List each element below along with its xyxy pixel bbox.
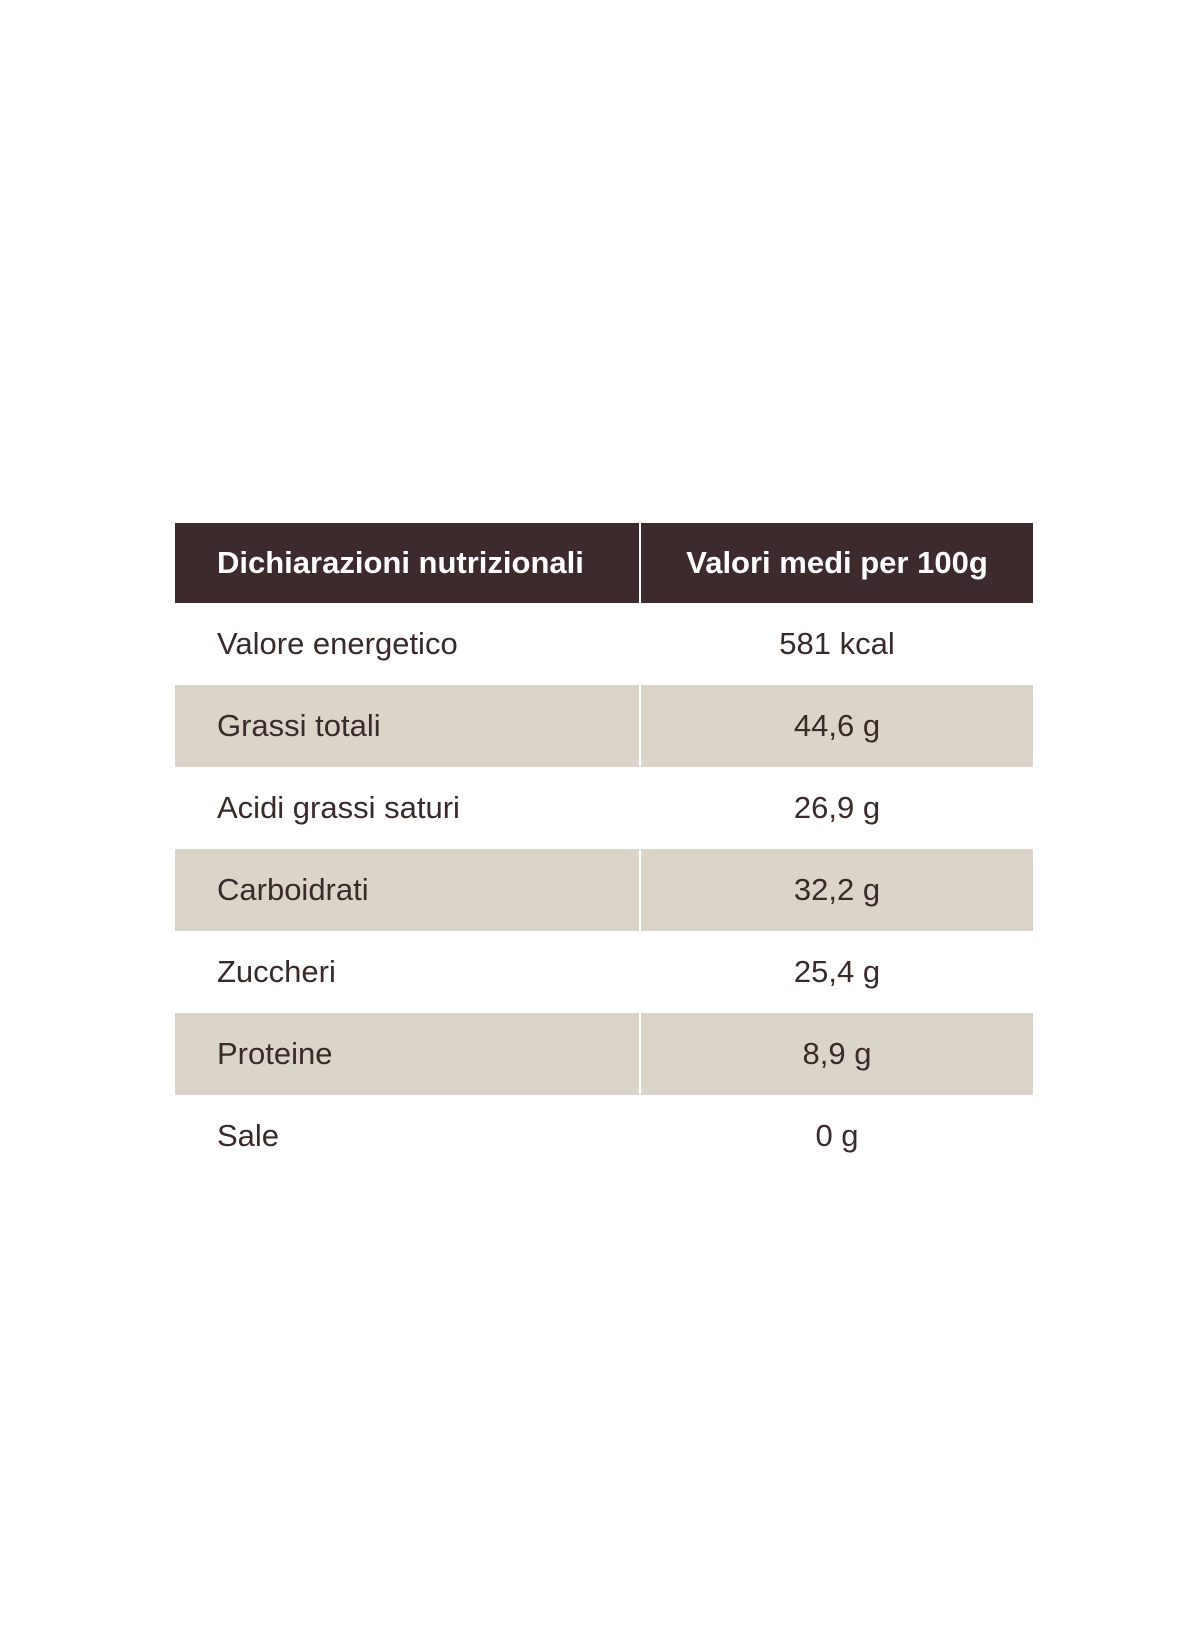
- row-value-protein: 8,9 g: [639, 1013, 1033, 1095]
- row-value-total-fat: 44,6 g: [639, 685, 1033, 767]
- row-value-energy: 581 kcal: [639, 603, 1033, 685]
- table-row: Proteine 8,9 g: [175, 1013, 1033, 1095]
- row-value-sugars: 25,4 g: [639, 931, 1033, 1013]
- table-body: Valore energetico 581 kcal Grassi totali…: [175, 603, 1033, 1177]
- row-label-sugars: Zuccheri: [175, 931, 640, 1013]
- row-value-salt: 0 g: [639, 1095, 1033, 1177]
- row-label-protein: Proteine: [175, 1013, 640, 1095]
- table-row: Sale 0 g: [175, 1095, 1033, 1177]
- row-label-energy: Valore energetico: [175, 603, 640, 685]
- header-average-values: Valori medi per 100g: [639, 523, 1033, 603]
- table-header: Dichiarazioni nutrizionali Valori medi p…: [175, 523, 1033, 603]
- table-row: Acidi grassi saturi 26,9 g: [175, 767, 1033, 849]
- header-row: Dichiarazioni nutrizionali Valori medi p…: [175, 523, 1033, 603]
- nutrition-table: Dichiarazioni nutrizionali Valori medi p…: [175, 523, 1033, 1177]
- row-label-total-fat: Grassi totali: [175, 685, 640, 767]
- table-row: Valore energetico 581 kcal: [175, 603, 1033, 685]
- table-row: Grassi totali 44,6 g: [175, 685, 1033, 767]
- header-nutrition-declarations: Dichiarazioni nutrizionali: [175, 523, 640, 603]
- row-value-saturated-fat: 26,9 g: [639, 767, 1033, 849]
- row-label-carbohydrates: Carboidrati: [175, 849, 640, 931]
- table-row: Zuccheri 25,4 g: [175, 931, 1033, 1013]
- row-label-saturated-fat: Acidi grassi saturi: [175, 767, 640, 849]
- row-label-salt: Sale: [175, 1095, 640, 1177]
- row-value-carbohydrates: 32,2 g: [639, 849, 1033, 931]
- table-row: Carboidrati 32,2 g: [175, 849, 1033, 931]
